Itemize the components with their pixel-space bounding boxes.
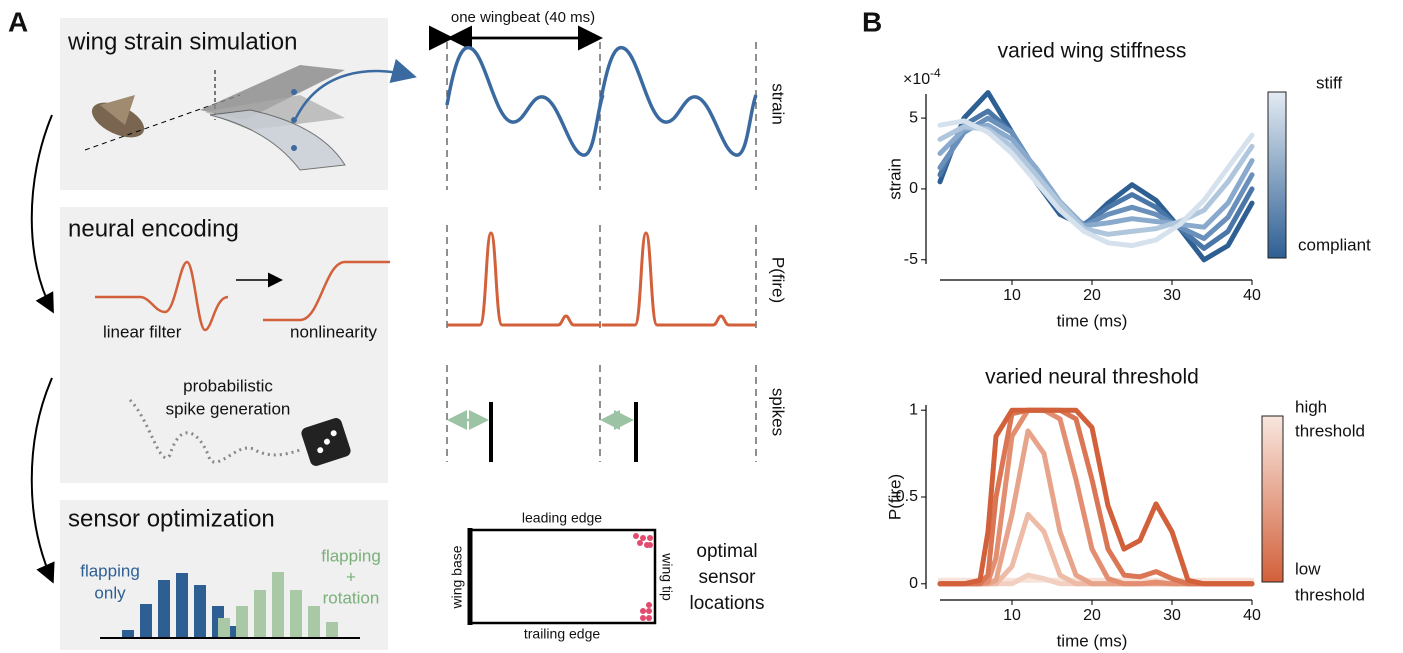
panel-label: B: [862, 6, 882, 37]
box-title: neural encoding: [68, 215, 239, 242]
x-tick-label: 30: [1163, 287, 1181, 304]
dice: [301, 418, 351, 466]
series-line: [937, 118, 1255, 249]
caption: optimal: [696, 541, 757, 562]
panel-label: A: [8, 6, 28, 37]
edge-label: trailing edge: [524, 626, 600, 642]
legend-text: +: [346, 567, 356, 586]
colorbar-label: low: [1295, 559, 1321, 578]
caption: probabilistic: [183, 376, 273, 395]
x-tick-label: 20: [1083, 287, 1101, 304]
x-tick-label: 40: [1243, 287, 1261, 304]
x-tick-label: 10: [1003, 607, 1021, 624]
series-line: [937, 108, 1255, 251]
x-axis-label: time (ms): [1057, 311, 1128, 330]
series-line: [937, 122, 1255, 230]
legend-text: flapping: [321, 546, 381, 565]
edge-label: leading edge: [522, 510, 602, 526]
colorbar-label: threshold: [1295, 585, 1365, 604]
colorbar: [1261, 415, 1284, 583]
series-line: [937, 115, 1255, 241]
spike-trace: [447, 402, 638, 462]
strain-trace: [445, 45, 758, 157]
wingbeat-dividers: [446, 42, 757, 462]
colorbar: [1267, 91, 1287, 259]
x-tick-label: 20: [1083, 607, 1101, 624]
edge-label: wing base: [449, 545, 465, 609]
pfire-trace: [447, 231, 756, 327]
caption: nonlinearity: [290, 322, 377, 341]
y-tick-label: 0: [909, 575, 918, 592]
y-axis-label: P(fire): [885, 474, 904, 520]
trace-label: P(fire): [769, 257, 788, 303]
flow-arrow: [30, 377, 55, 584]
histogram: [100, 572, 360, 639]
y-tick-label: 0: [909, 180, 918, 197]
caption: sensor: [698, 567, 756, 588]
filter-curve: [95, 260, 229, 332]
x-tick-label: 30: [1163, 607, 1181, 624]
colorbar-label: stiff: [1316, 73, 1342, 92]
legend-text: only: [94, 583, 126, 602]
colorbar-label: high: [1295, 397, 1327, 416]
y-axis-label: strain: [885, 158, 904, 200]
y-tick-label: -5: [904, 251, 918, 268]
y-tick-label: 0.5: [896, 488, 918, 505]
caption: locations: [690, 593, 765, 614]
series-line: [937, 407, 1255, 587]
y-multiplier: ×10: [903, 71, 930, 88]
caption: spike generation: [166, 399, 291, 418]
wing-outline: [468, 528, 657, 625]
x-axis-label: time (ms): [1057, 631, 1128, 650]
nonlinearity-curve: [263, 260, 390, 322]
edge-label: wing tip: [659, 552, 675, 601]
chart-title: varied neural threshold: [985, 366, 1199, 389]
annotation: one wingbeat (40 ms): [451, 9, 595, 26]
chart-title: varied wing stiffness: [998, 40, 1187, 63]
trace-label: spikes: [769, 388, 788, 436]
series-line: [937, 407, 1255, 587]
legend-text: rotation: [323, 588, 380, 607]
trajectory: [128, 398, 301, 464]
colorbar-label: compliant: [1298, 235, 1371, 254]
box-title: sensor optimization: [68, 505, 275, 532]
colorbar-label: threshold: [1295, 421, 1365, 440]
trace-label: strain: [769, 83, 788, 125]
flow-arrow: [30, 114, 54, 314]
sensor-dots: [633, 533, 653, 621]
wing-schematic: [84, 58, 417, 171]
legend-text: flapping: [80, 561, 140, 580]
series-line: [937, 124, 1255, 237]
y-exponent: -4: [930, 66, 941, 80]
x-tick-label: 10: [1003, 287, 1021, 304]
x-tick-label: 40: [1243, 607, 1261, 624]
box-title: wing strain simulation: [67, 28, 297, 55]
y-tick-label: 5: [909, 109, 918, 126]
caption: linear filter: [103, 322, 182, 341]
y-tick-label: 1: [909, 401, 918, 418]
